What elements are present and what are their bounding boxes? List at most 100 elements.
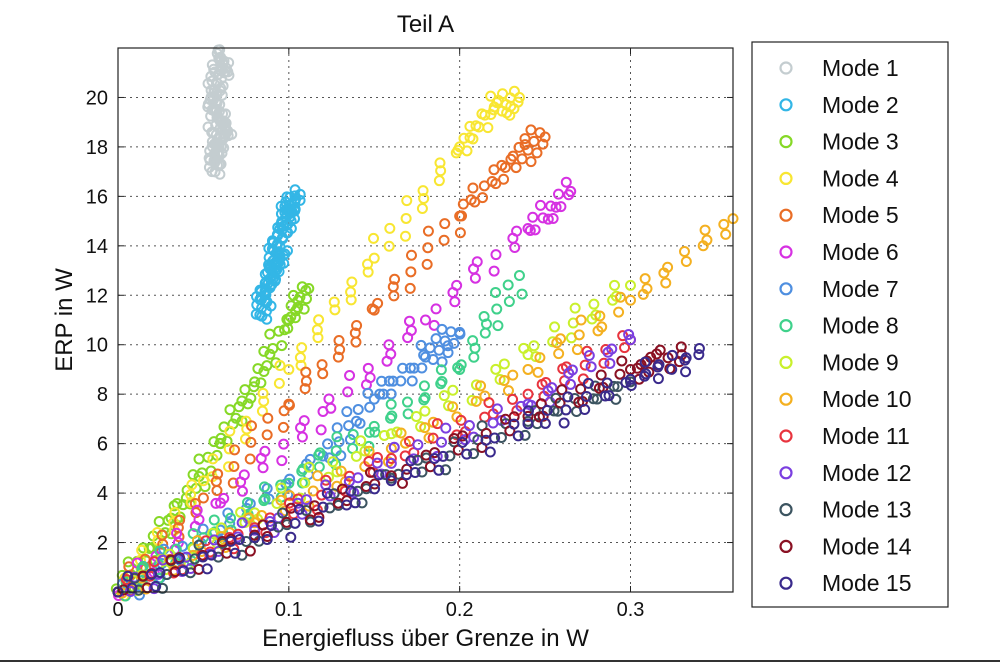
- legend-item: Mode 2: [779, 92, 899, 118]
- chart-title: Teil A: [397, 11, 454, 38]
- data-point: [371, 451, 383, 463]
- data-point: [230, 412, 242, 424]
- data-point: [292, 295, 304, 307]
- data-point: [333, 334, 345, 346]
- data-point: [236, 415, 248, 427]
- data-point: [573, 329, 585, 341]
- data-point: [575, 314, 587, 326]
- data-point: [290, 305, 302, 317]
- data-point: [442, 347, 454, 359]
- data-point: [208, 105, 220, 117]
- data-point: [211, 159, 223, 171]
- y-tick-label: 2: [97, 533, 108, 555]
- data-point: [587, 393, 599, 405]
- y-tick-label: 12: [86, 285, 108, 307]
- data-point: [383, 375, 395, 387]
- data-point: [614, 291, 626, 303]
- data-point: [317, 450, 329, 462]
- legend-marker: [779, 135, 793, 149]
- data-point: [505, 100, 517, 112]
- data-point: [235, 506, 247, 518]
- data-point: [136, 544, 148, 556]
- data-point: [486, 175, 498, 187]
- data-point: [558, 417, 570, 429]
- data-point: [555, 333, 567, 345]
- data-point: [510, 162, 522, 174]
- data-point: [368, 252, 380, 264]
- data-point: [350, 415, 362, 427]
- data-point: [178, 565, 190, 577]
- data-point: [371, 457, 383, 469]
- legend-item: Mode 3: [779, 129, 899, 155]
- data-point: [601, 377, 613, 389]
- data-point: [467, 335, 479, 347]
- data-point: [201, 563, 213, 575]
- data-point: [210, 106, 222, 118]
- data-point: [516, 153, 528, 165]
- data-point: [277, 507, 289, 519]
- data-point: [437, 450, 449, 462]
- legend-label: Mode 6: [822, 239, 899, 265]
- data-point: [256, 405, 268, 417]
- data-point: [699, 224, 711, 236]
- data-point: [524, 224, 536, 236]
- data-point: [278, 405, 290, 417]
- data-point: [631, 362, 643, 374]
- data-point: [478, 311, 490, 323]
- data-point: [236, 517, 248, 529]
- y-axis-label: ERP in W: [51, 268, 78, 372]
- data-point: [300, 494, 312, 506]
- data-point: [186, 479, 198, 491]
- data-point: [678, 246, 690, 258]
- data-point: [362, 266, 374, 278]
- data-point: [197, 492, 209, 504]
- data-point: [377, 388, 389, 400]
- data-point: [278, 438, 290, 450]
- data-point: [537, 212, 549, 224]
- legend-marker: [779, 539, 793, 554]
- data-point: [440, 422, 452, 434]
- data-point: [229, 444, 241, 456]
- data-point: [433, 175, 445, 187]
- data-point: [304, 453, 316, 465]
- data-point: [372, 297, 384, 309]
- legend-item: Mode 1: [779, 55, 899, 81]
- data-point: [435, 364, 447, 376]
- data-point: [461, 145, 473, 157]
- data-point: [455, 359, 467, 371]
- data-point: [436, 323, 448, 335]
- data-point: [435, 165, 447, 177]
- data-point: [299, 477, 311, 489]
- data-point: [219, 131, 231, 143]
- data-point: [193, 514, 205, 526]
- data-point: [404, 282, 416, 294]
- data-point: [249, 376, 261, 388]
- data-point: [463, 420, 475, 432]
- data-point: [720, 228, 732, 240]
- legend-label: Mode 14: [822, 533, 912, 559]
- legend-label: Mode 13: [822, 497, 912, 523]
- data-point: [418, 193, 430, 205]
- data-point: [468, 448, 480, 460]
- data-point: [545, 200, 557, 212]
- data-point: [279, 324, 291, 336]
- data-point: [395, 427, 407, 439]
- data-point: [496, 159, 508, 171]
- data-point: [604, 357, 616, 369]
- data-point: [666, 363, 678, 375]
- data-point: [374, 388, 386, 400]
- data-point: [438, 390, 450, 402]
- data-point: [212, 468, 224, 480]
- data-point: [242, 398, 254, 410]
- data-point: [454, 363, 466, 375]
- data-point: [236, 485, 248, 497]
- data-point: [255, 377, 267, 389]
- data-point: [660, 277, 672, 289]
- data-point: [464, 120, 476, 132]
- data-point: [652, 373, 664, 385]
- y-tick-label: 8: [97, 384, 108, 406]
- data-point: [389, 273, 401, 285]
- data-point: [329, 304, 341, 316]
- data-point: [245, 420, 257, 432]
- data-point: [613, 306, 625, 318]
